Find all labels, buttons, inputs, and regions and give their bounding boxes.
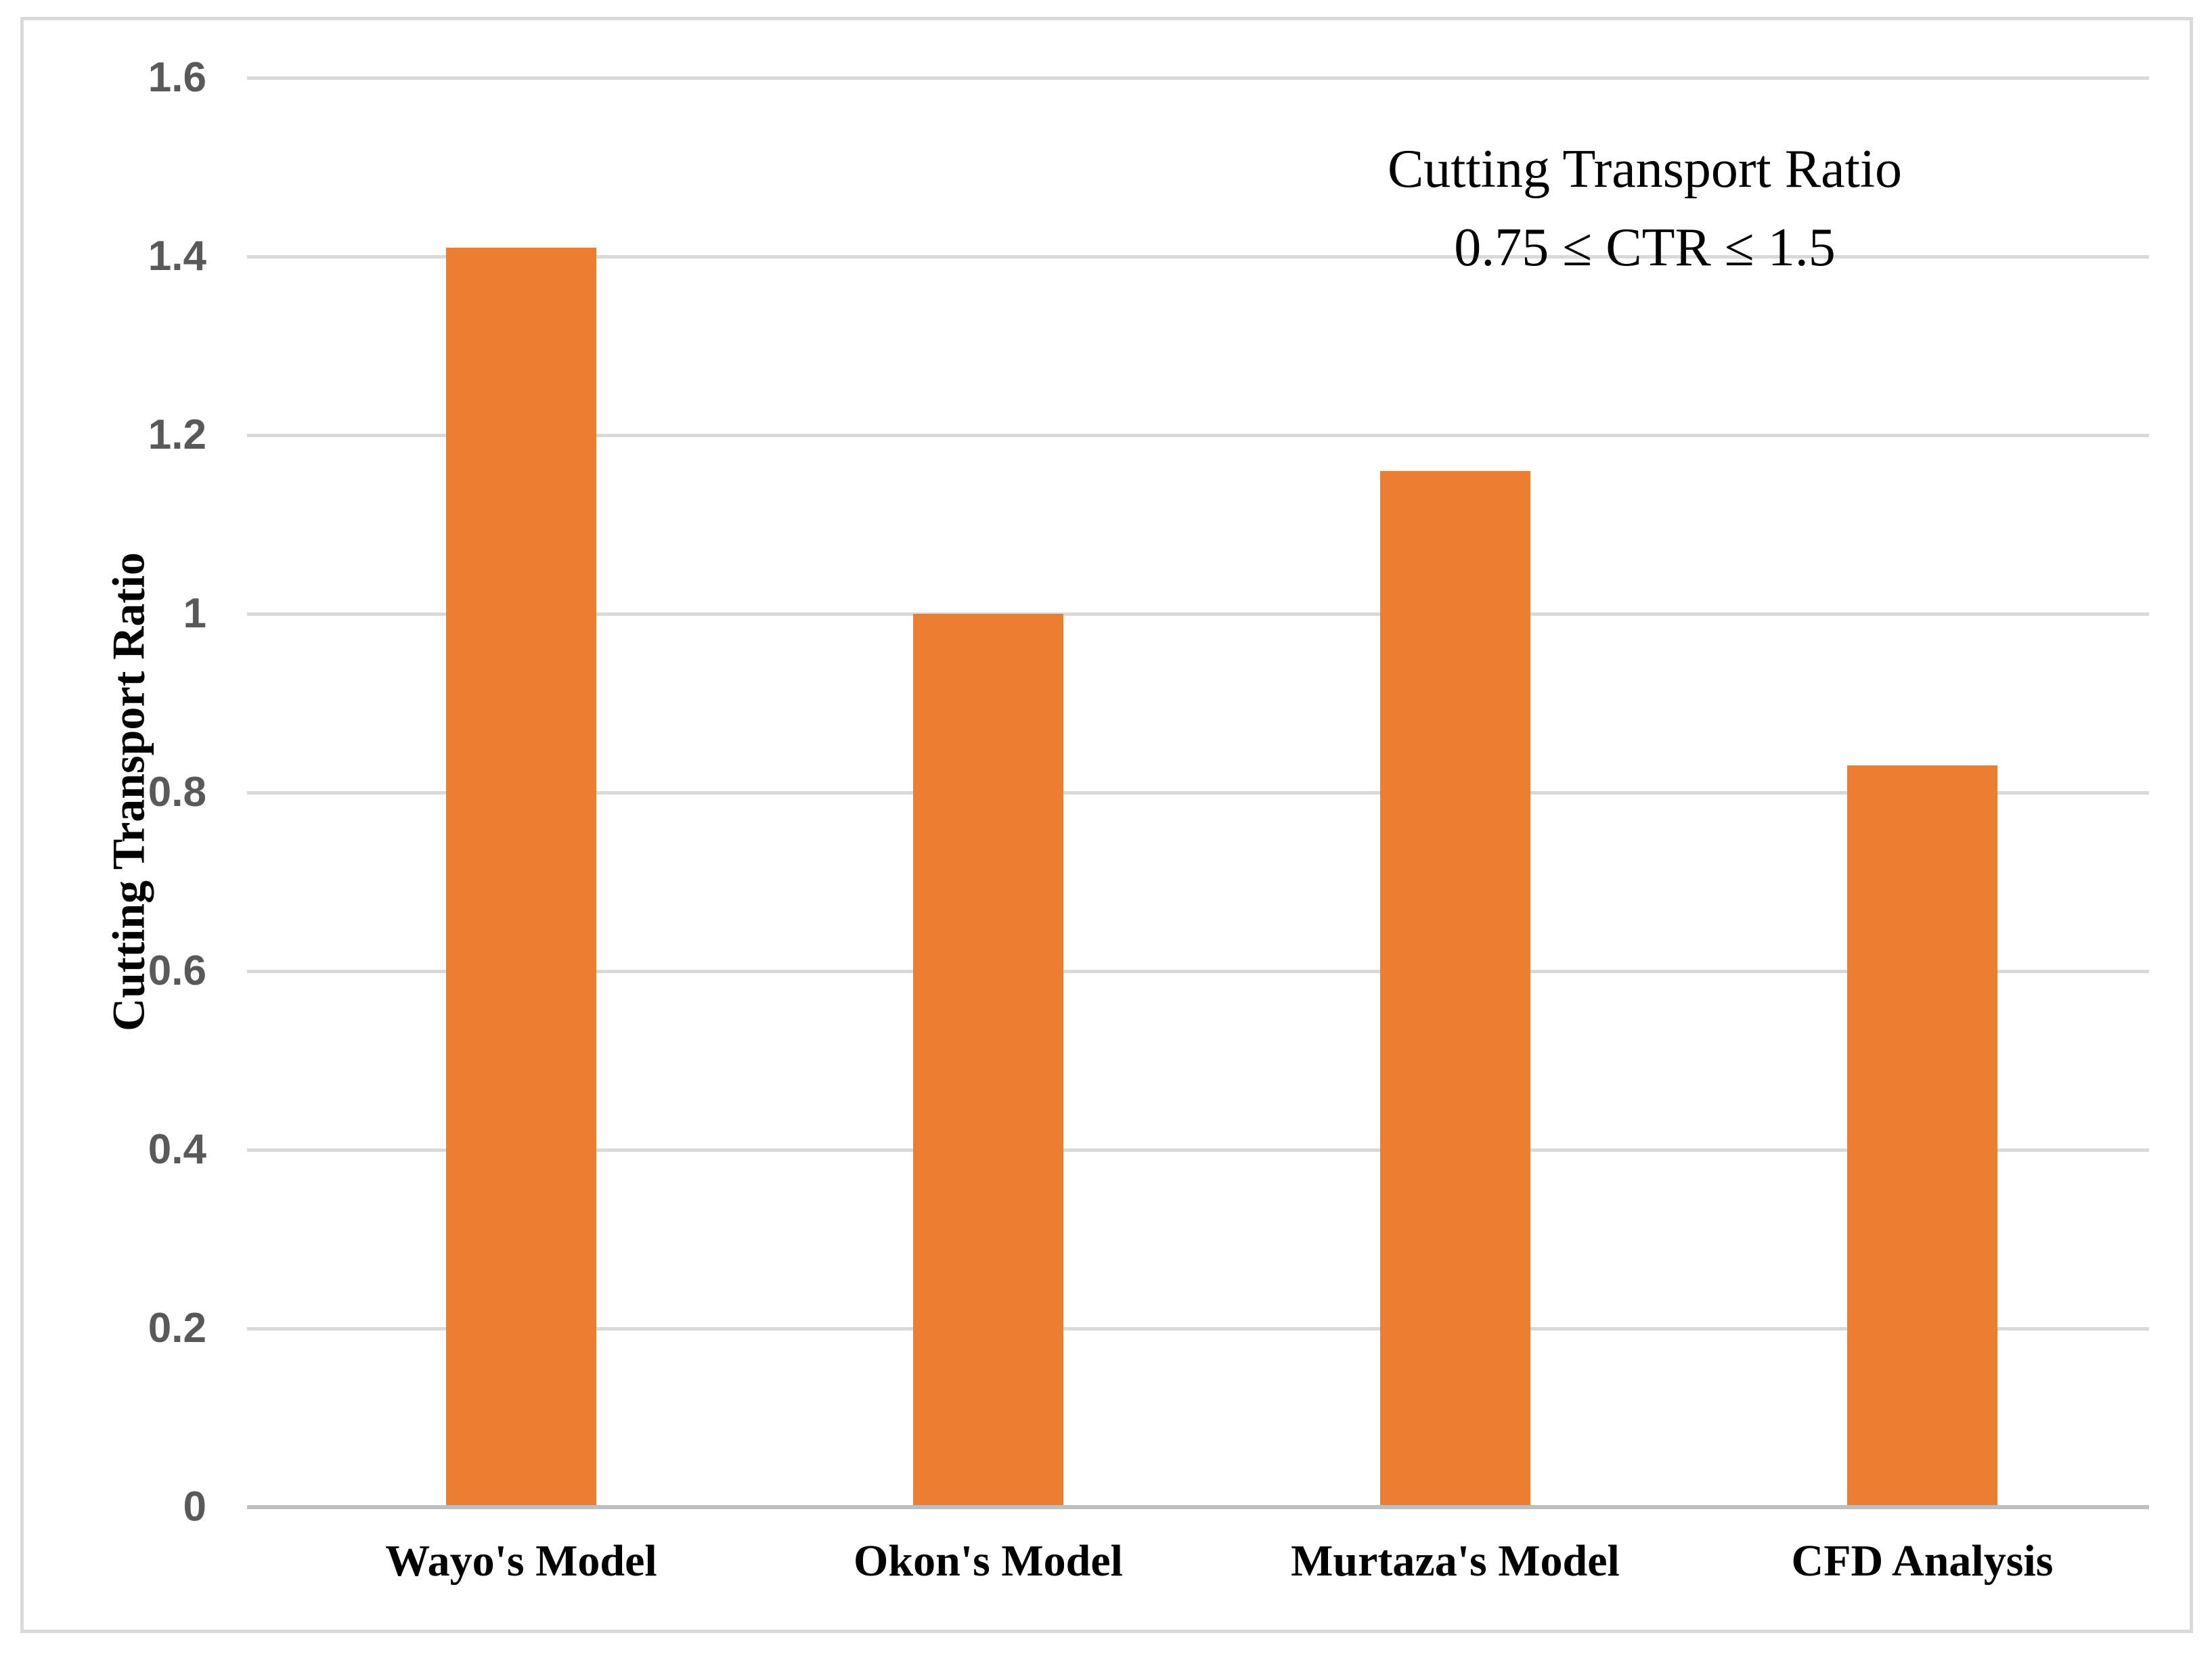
x-axis-line <box>247 1505 2149 1509</box>
gridline-y-1 <box>247 612 2149 616</box>
gridline-y-1.6 <box>247 76 2149 80</box>
y-tick-label-0: 0 <box>183 1483 206 1530</box>
annotation-line-1: Cutting Transport Ratio <box>1387 139 1903 199</box>
chart-annotation: Cutting Transport Ratio 0.75 ≤ CTR ≤ 1.5 <box>1286 130 2004 287</box>
gridline-y-0.6 <box>247 970 2149 973</box>
bar-murtaza-s-model <box>1380 470 1530 1507</box>
annotation-line-2: 0.75 ≤ CTR ≤ 1.5 <box>1454 218 1836 277</box>
gridline-y-1.2 <box>247 434 2149 437</box>
y-tick-label-1.4: 1.4 <box>148 233 206 280</box>
y-tick-label-1.6: 1.6 <box>148 54 206 101</box>
bar-okon-s-model <box>913 614 1063 1507</box>
gridline-y-0.4 <box>247 1148 2149 1152</box>
chart-frame <box>20 17 2193 1633</box>
gridline-y-0.8 <box>247 791 2149 795</box>
gridline-y-1.4 <box>247 255 2149 259</box>
x-category-label-2: Okon's Model <box>854 1536 1123 1586</box>
y-tick-label-0.6: 0.6 <box>148 947 206 994</box>
y-tick-label-0.4: 0.4 <box>148 1126 206 1173</box>
y-tick-label-1: 1 <box>183 590 206 637</box>
y-tick-label-0.2: 0.2 <box>148 1305 206 1351</box>
bar-wayo-s-model <box>446 247 596 1507</box>
x-category-label-3: Murtaza's Model <box>1291 1536 1620 1586</box>
x-category-label-1: Wayo's Model <box>385 1536 657 1586</box>
y-axis-title: Cutting Transport Ratio <box>102 552 154 1031</box>
gridline-y-0.2 <box>247 1327 2149 1331</box>
bar-cfd-analysis <box>1847 765 1997 1507</box>
y-tick-label-1.2: 1.2 <box>148 411 206 458</box>
y-tick-label-0.8: 0.8 <box>148 769 206 815</box>
plot-area <box>247 76 2149 1507</box>
x-category-label-4: CFD Analysis <box>1791 1536 2054 1586</box>
